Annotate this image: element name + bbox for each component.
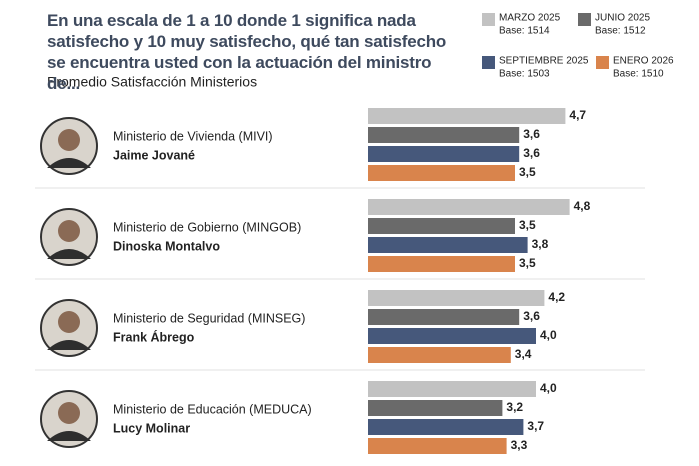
bar	[368, 146, 520, 162]
legend-base: Base: 1512	[595, 26, 646, 37]
avatar-body	[47, 249, 91, 259]
legend-swatch	[482, 56, 495, 69]
bar	[368, 218, 515, 234]
avatar-body	[47, 340, 91, 350]
bar	[368, 165, 515, 181]
person-label: Lucy Molinar	[113, 421, 190, 435]
bar	[368, 419, 524, 435]
legend-label: SEPTIEMBRE 2025	[499, 56, 589, 67]
value-label: 3,3	[511, 438, 528, 452]
legend-swatch	[596, 56, 609, 69]
value-label: 4,2	[548, 290, 565, 304]
legend-swatch	[578, 13, 591, 26]
person-label: Jaime Jované	[113, 148, 195, 162]
value-label: 4,0	[540, 381, 557, 395]
value-label: 3,2	[506, 400, 523, 414]
legend-swatch	[482, 13, 495, 26]
bar	[368, 347, 511, 363]
category-label: Ministerio de Gobierno (MINGOB)	[113, 220, 301, 234]
value-label: 3,6	[523, 127, 540, 141]
avatar-head	[58, 402, 80, 424]
value-label: 3,5	[519, 165, 536, 179]
avatar-body	[47, 431, 91, 441]
category-label: Ministerio de Educación (MEDUCA)	[113, 402, 312, 416]
value-label: 3,5	[519, 256, 536, 270]
value-label: 4,7	[569, 108, 586, 122]
legend-base: Base: 1503	[499, 69, 550, 80]
value-label: 4,0	[540, 328, 557, 342]
value-label: 3,7	[527, 419, 544, 433]
value-label: 4,8	[574, 199, 591, 213]
bar	[368, 309, 520, 325]
chart-subtitle: Promedio Satisfacción Ministerios	[47, 74, 257, 90]
bar	[368, 199, 570, 215]
category-label: Ministerio de Seguridad (MINSEG)	[113, 311, 305, 325]
value-label: 3,5	[519, 218, 536, 232]
legend-label: JUNIO 2025	[595, 13, 650, 24]
chart-title: En una escala de 1 a 10 donde 1 signific…	[47, 11, 447, 93]
bar	[368, 381, 536, 397]
bar	[368, 108, 566, 124]
bar	[368, 438, 507, 454]
legend-base: Base: 1514	[499, 26, 550, 37]
legend-label: ENERO 2026	[613, 56, 674, 67]
bar	[368, 328, 536, 344]
category-label: Ministerio de Vivienda (MIVI)	[113, 129, 273, 143]
person-label: Frank Ábrego	[113, 329, 195, 344]
person-label: Dinoska Montalvo	[113, 239, 220, 253]
avatar-body	[47, 158, 91, 168]
value-label: 3,6	[523, 146, 540, 160]
bar	[368, 400, 503, 416]
bar	[368, 127, 520, 143]
legend-label: MARZO 2025	[499, 13, 561, 24]
bar	[368, 237, 528, 253]
avatar-head	[58, 311, 80, 333]
bar	[368, 256, 515, 272]
avatar-head	[58, 129, 80, 151]
value-label: 3,6	[523, 309, 540, 323]
bar	[368, 290, 545, 306]
value-label: 3,4	[515, 347, 532, 361]
value-label: 3,8	[532, 237, 549, 251]
legend-base: Base: 1510	[613, 69, 664, 80]
avatar-head	[58, 220, 80, 242]
